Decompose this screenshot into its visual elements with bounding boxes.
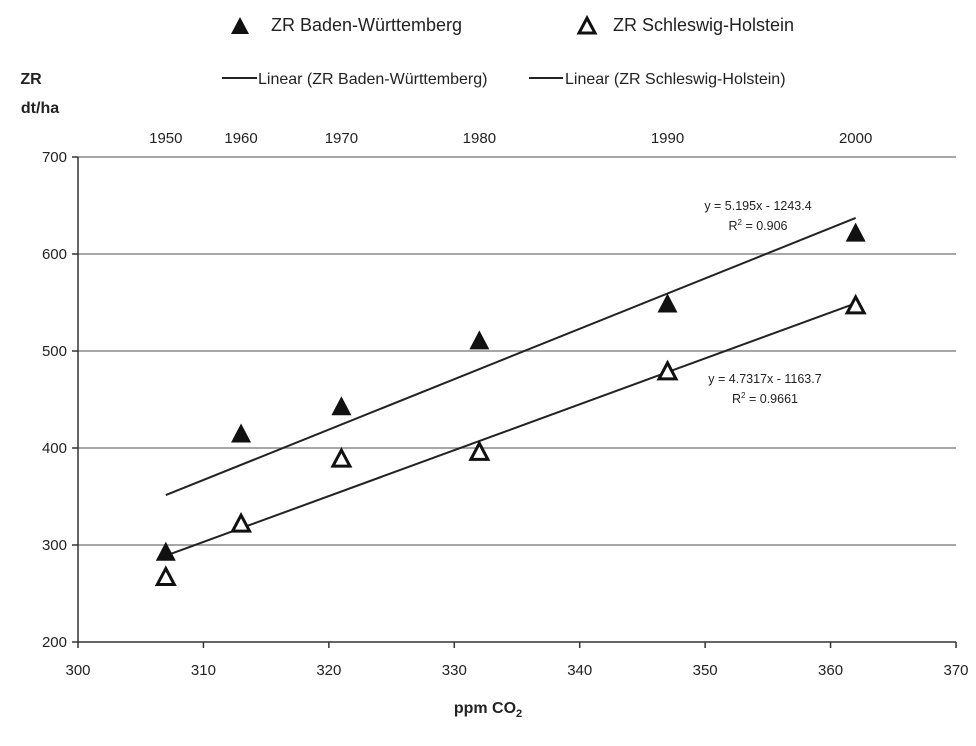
y-tick-label: 600	[42, 246, 67, 263]
equation-series-2: y = 4.7317x - 1163.7 R2 = 0.9661	[708, 372, 821, 406]
x-tick-label: 320	[316, 662, 341, 679]
y-axis-title-line1: ZR	[20, 71, 42, 88]
data-markers	[154, 222, 867, 587]
point-series-1	[845, 222, 866, 242]
y-tick-label: 300	[42, 537, 67, 554]
top-year-label: 1980	[463, 130, 496, 147]
equation-text-series-2: y = 4.7317x - 1163.7	[708, 372, 821, 386]
r2-sup-series-1: 2	[738, 218, 743, 227]
x-tick-label: 310	[191, 662, 216, 679]
legend: ZR Baden-Württemberg ZR Schleswig-Holste…	[222, 14, 794, 88]
y-tick-label: 700	[42, 149, 67, 166]
point-series-1	[331, 396, 352, 416]
trendline-series-2	[165, 302, 857, 557]
x-tick-labels: 300 310 320 330 340 350 360 370	[65, 662, 968, 679]
point-series-1	[231, 423, 252, 443]
trendline-series-1	[165, 216, 857, 497]
legend-label-trend-2: Linear (ZR Schleswig-Holstein)	[565, 71, 786, 88]
y-tick-label: 500	[42, 343, 67, 360]
top-year-label: 1990	[651, 130, 684, 147]
x-tick-label: 330	[442, 662, 467, 679]
top-year-label: 1970	[325, 130, 358, 147]
point-series-1	[657, 293, 678, 313]
y-tick-label: 200	[42, 634, 67, 651]
x-axis-title: ppm CO2	[454, 700, 522, 720]
legend-marker-series-2	[576, 14, 598, 35]
equation-text-series-1: y = 5.195x - 1243.4	[704, 199, 811, 213]
point-series-2	[656, 359, 679, 381]
top-year-label: 1950	[149, 130, 182, 147]
y-tick-label: 400	[42, 440, 67, 457]
legend-label-series-2: ZR Schleswig-Holstein	[613, 15, 794, 35]
point-series-2	[468, 440, 491, 461]
r2-label-series-2: R	[732, 392, 741, 406]
r2-value-series-1: = 0.906	[742, 219, 788, 233]
point-series-2	[230, 511, 253, 533]
r2-text-series-1: R2 = 0.906	[728, 218, 787, 233]
r2-value-series-2: = 0.9661	[746, 392, 799, 406]
point-series-2	[330, 446, 353, 468]
r2-label-series-1: R	[728, 219, 737, 233]
y-axis-title-line2: dt/ha	[21, 100, 59, 117]
axes	[77, 157, 957, 648]
point-series-2	[844, 293, 867, 315]
x-tick-label: 350	[693, 662, 718, 679]
y-tick-labels: 200 300 400 500 600 700	[42, 149, 67, 651]
r2-sup-series-2: 2	[741, 391, 746, 400]
x-axis-title-sub: 2	[516, 708, 522, 720]
top-year-label: 2000	[839, 130, 872, 147]
x-axis-title-main: ppm CO	[454, 700, 516, 717]
point-series-2	[154, 565, 177, 587]
equation-series-1: y = 5.195x - 1243.4 R2 = 0.906	[704, 199, 811, 233]
trendlines	[165, 216, 857, 557]
point-series-1	[155, 541, 176, 561]
top-year-label: 1960	[224, 130, 257, 147]
x-tick-label: 360	[818, 662, 843, 679]
x-tick-label: 370	[943, 662, 968, 679]
legend-label-series-1: ZR Baden-Württemberg	[271, 15, 462, 35]
x-tick-label: 300	[65, 662, 90, 679]
legend-label-trend-1: Linear (ZR Baden-Württemberg)	[258, 71, 487, 88]
gridlines	[72, 156, 956, 643]
legend-marker-series-1	[231, 17, 249, 34]
point-series-1	[469, 330, 490, 350]
top-axis-year-labels: 1950 1960 1970 1980 1990 2000	[149, 130, 872, 147]
r2-text-series-2: R2 = 0.9661	[732, 391, 798, 406]
x-tick-label: 340	[567, 662, 592, 679]
